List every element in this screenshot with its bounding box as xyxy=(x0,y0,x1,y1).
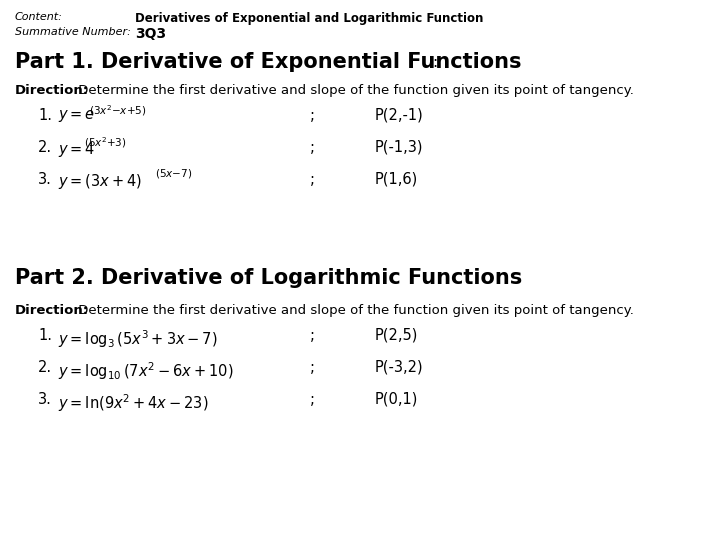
Text: Part 2. Derivative of Logarithmic Functions: Part 2. Derivative of Logarithmic Functi… xyxy=(15,268,522,288)
Text: P(0,1): P(0,1) xyxy=(375,392,418,407)
Text: P(1,6): P(1,6) xyxy=(375,172,418,187)
Text: $y = \log_3(5x^3 + 3x - 7)$: $y = \log_3(5x^3 + 3x - 7)$ xyxy=(58,328,217,350)
Text: Summative Number:: Summative Number: xyxy=(15,27,131,37)
Text: Content:: Content: xyxy=(15,12,63,22)
Text: P(-3,2): P(-3,2) xyxy=(375,360,423,375)
Text: 2.: 2. xyxy=(38,360,52,375)
Text: Direction:: Direction: xyxy=(15,304,89,317)
Text: $(5x^2{+}3)$: $(5x^2{+}3)$ xyxy=(84,135,127,150)
Text: ;: ; xyxy=(310,140,315,155)
Text: ;: ; xyxy=(310,392,315,407)
Text: $y = e$: $y = e$ xyxy=(58,108,95,124)
Text: Derivatives of Exponential and Logarithmic Function: Derivatives of Exponential and Logarithm… xyxy=(135,12,483,25)
Text: Direction:: Direction: xyxy=(15,84,89,97)
Text: 3.: 3. xyxy=(38,392,52,407)
Text: $(3x^2{-}x{+}5)$: $(3x^2{-}x{+}5)$ xyxy=(89,103,146,118)
Text: 3Q3: 3Q3 xyxy=(135,27,166,41)
Text: $(5x{-}7)$: $(5x{-}7)$ xyxy=(155,167,192,180)
Text: ;: ; xyxy=(310,108,315,123)
Text: ;: ; xyxy=(310,328,315,343)
Text: 1.: 1. xyxy=(38,328,52,343)
Text: 2.: 2. xyxy=(38,140,52,155)
Text: ;: ; xyxy=(310,360,315,375)
Text: Part 1. Derivative of Exponential Functions: Part 1. Derivative of Exponential Functi… xyxy=(15,52,521,72)
Text: ;: ; xyxy=(310,172,315,187)
Text: Determine the first derivative and slope of the function given its point of tang: Determine the first derivative and slope… xyxy=(74,84,634,97)
Text: P(2,5): P(2,5) xyxy=(375,328,418,343)
Text: Determine the first derivative and slope of the function given its point of tang: Determine the first derivative and slope… xyxy=(74,304,634,317)
Text: $y = \log_{10}(7x^2 - 6x + 10)$: $y = \log_{10}(7x^2 - 6x + 10)$ xyxy=(58,360,233,382)
Text: 1.: 1. xyxy=(38,108,52,123)
Text: :: : xyxy=(432,55,437,70)
Text: 3.: 3. xyxy=(38,172,52,187)
Text: $y = (3x + 4)$: $y = (3x + 4)$ xyxy=(58,172,143,191)
Text: P(-1,3): P(-1,3) xyxy=(375,140,423,155)
Text: $y = 4$: $y = 4$ xyxy=(58,140,95,159)
Text: P(2,-1): P(2,-1) xyxy=(375,108,424,123)
Text: $y = \ln(9x^2 + 4x - 23)$: $y = \ln(9x^2 + 4x - 23)$ xyxy=(58,392,209,414)
